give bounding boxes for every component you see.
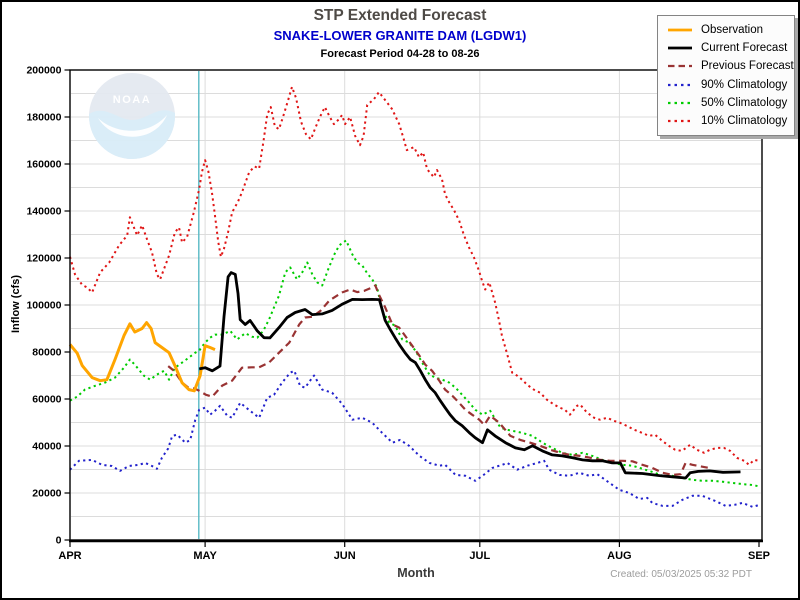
x-tick-label: APR [58,550,81,562]
x-tick-label: JUL [469,550,490,562]
legend-line-sample-observation [668,28,692,32]
legend-box: Observation Current Forecast Previous Fo… [657,15,795,137]
legend-item-current-forecast: Current Forecast [667,39,790,57]
legend-label-90-climatology: 90% Climatology [701,78,788,91]
series-line-observation [68,321,216,393]
series-line-current [198,271,741,480]
x-tick-label: AUG [607,550,631,562]
y-tick-label: 40000 [32,441,61,453]
legend-label-observation: Observation [701,24,764,37]
y-tick-label: 180000 [26,112,61,124]
series-line-climo10 [69,85,760,466]
y-tick-label: 200000 [26,65,61,77]
forecast-period-label: Forecast Period 04-28 to 08-26 [320,48,480,60]
legend-line-sample-current-forecast [668,46,692,50]
page-title: STP Extended Forecast [313,7,487,24]
legend-line-sample-50-climatology [668,101,692,104]
y-tick-label: 120000 [26,253,61,265]
y-tick-label: 140000 [26,206,61,218]
legend-item-previous-forecast: Previous Forecast [667,57,794,75]
y-tick-label: 20000 [32,488,61,500]
legend-item-50-climatology: 50% Climatology [667,94,790,112]
x-tick-label: SEP [748,550,770,562]
noaa-logo-bird-icon [98,115,167,137]
legend-line-sample-10-climatology [668,119,692,123]
y-tick-label: 0 [56,535,62,547]
y-tick-label: 160000 [26,159,61,171]
legend-line-sample-90-climatology [668,83,692,86]
series-line-previous [167,284,710,476]
legend-item-90-climatology: 90% Climatology [667,76,790,94]
y-axis-title: Inflow (cfs) [10,274,22,334]
legend-label-10-climatology: 10% Climatology [701,115,788,128]
legend-label-current-forecast: Current Forecast [701,42,788,55]
station-title: SNAKE-LOWER GRANITE DAM (LGDW1) [273,28,527,43]
chart-axes: 0 20000 40000 60000 80000 100000 120000 140000 1… [26,65,770,563]
chart-gridlines [71,71,761,539]
legend-label-previous-forecast: Previous Forecast [701,60,794,73]
x-tick-label: JUN [334,550,356,562]
legend-line-sample-previous-forecast [668,65,692,68]
chart-series [68,85,760,508]
legend-label-50-climatology: 50% Climatology [701,96,788,109]
series-line-climo90 [69,369,760,508]
x-axis-title: Month [397,566,435,580]
y-tick-label: 60000 [32,394,61,406]
legend-item-10-climatology: 10% Climatology [667,112,790,130]
y-tick-label: 80000 [32,347,61,359]
created-timestamp: Created: 05/03/2025 05:32 PDT [610,569,752,580]
x-tick-label: MAY [193,550,217,562]
y-tick-label: 100000 [26,300,61,312]
noaa-logo-watermark: NOAA [89,73,175,159]
legend-item-observation: Observation [667,21,790,39]
noaa-logo-text: NOAA [113,94,151,106]
